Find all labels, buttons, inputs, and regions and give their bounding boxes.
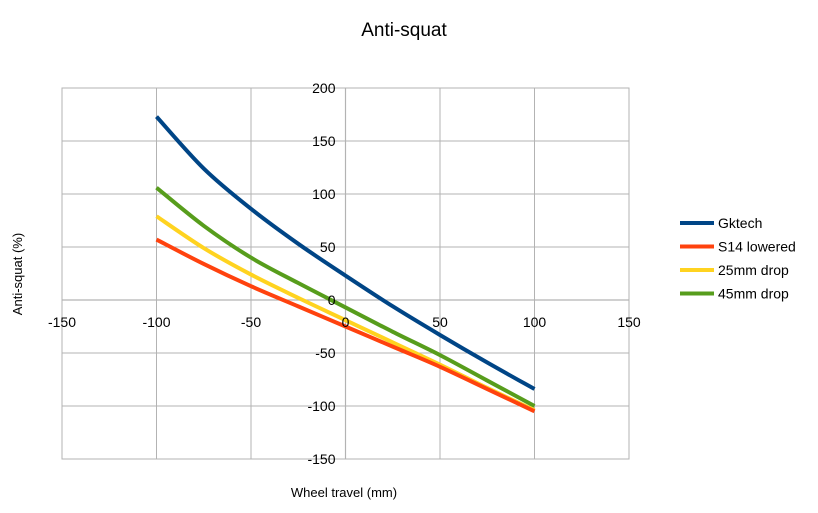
series-line-45mm-drop <box>155 186 536 408</box>
x-tick-label: 100 <box>523 314 547 330</box>
x-tick-label: 150 <box>617 314 641 330</box>
y-tick-label: 50 <box>320 239 336 255</box>
y-tick-label: -150 <box>307 451 335 467</box>
y-tick-label: -100 <box>307 398 335 414</box>
series-line-gktech <box>155 115 536 391</box>
legend-label-gktech: Gktech <box>718 215 762 231</box>
y-tick-label: 100 <box>312 186 336 202</box>
x-tick-label: -100 <box>142 314 170 330</box>
chart-title: Anti-squat <box>361 20 447 41</box>
y-tick-label: 150 <box>312 133 336 149</box>
y-axis-title: Anti-squat (%) <box>10 233 25 315</box>
legend-label-45mm-drop: 45mm drop <box>718 286 789 302</box>
x-axis-title: Wheel travel (mm) <box>291 485 397 500</box>
x-tick-label: -150 <box>48 314 76 330</box>
legend: Gktech S14 lowered 25mm drop 45mm drop <box>680 215 796 302</box>
legend-label-25mm-drop: 25mm drop <box>718 262 789 278</box>
x-tick-label: 0 <box>342 314 350 330</box>
y-tick-label: 0 <box>328 292 336 308</box>
legend-label-s14-lowered: S14 lowered <box>718 239 796 255</box>
y-tick-label: -50 <box>315 345 335 361</box>
series-line-s14-lowered <box>155 237 536 414</box>
y-tick-label: 200 <box>312 80 336 96</box>
series-lines <box>155 115 536 414</box>
x-tick-label: -50 <box>241 314 261 330</box>
x-tick-label: 50 <box>432 314 448 330</box>
x-tick-labels: -150 -100 -50 0 50 100 150 <box>48 314 641 330</box>
y-tick-labels: -150 -100 -50 0 50 100 150 200 <box>307 80 335 467</box>
